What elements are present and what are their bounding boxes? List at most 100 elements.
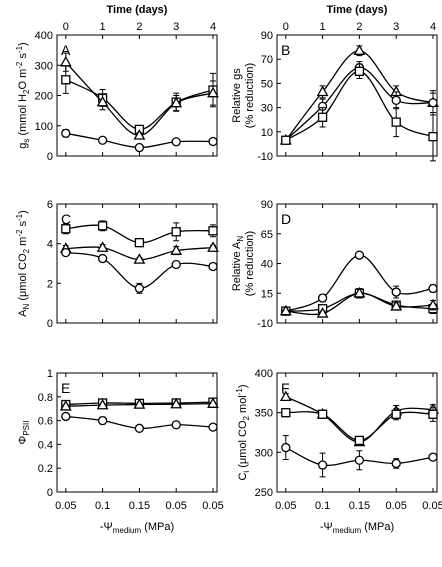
panel-a-point-triangle [207, 86, 219, 98]
panel-c-point-square [97, 221, 108, 231]
panel-c-point-triangle [133, 253, 146, 264]
panel-e-point-circle [61, 411, 71, 422]
panel-f-frame [276, 372, 438, 493]
panel-f-ytick-label: 350 [255, 408, 273, 420]
panel-c-point-square [171, 227, 181, 237]
panel-b-ytick-label: 70 [261, 54, 273, 66]
panel-e-ytick-label: 0.6 [38, 416, 53, 428]
panel-f-ytick-label: 400 [255, 368, 273, 380]
panel-f-xtick-bottom-label: 0.1 [315, 500, 330, 512]
panel-c-point-square [208, 226, 218, 236]
panel-d-point-circle [354, 250, 365, 260]
panel-d-ytick-label: 90 [261, 199, 273, 211]
panel-c-point-square [134, 238, 145, 248]
panel-a-point-circle [208, 136, 218, 147]
panel-e-ytick-label: 0 [47, 487, 53, 499]
panel-c-frame [56, 203, 218, 324]
panel-f-ylabel: Ci (μmol CO2 mol-1) [235, 384, 251, 480]
panel-e-frame [56, 372, 218, 493]
panel-a-xtick-top-label: 4 [210, 21, 216, 33]
panel-d-ytick-label: -10 [257, 318, 273, 330]
panel-c-ytick-label: 2 [47, 278, 53, 290]
panel-d-point-circle [317, 293, 328, 303]
panel-f-series-square [281, 406, 438, 446]
panel-b: B -10 10 30 50 70 90 0 1 2 3 4 Time (days) Relative g… [231, 4, 439, 163]
panel-b-ytick-label: -10 [257, 151, 273, 163]
panel-a: A 0 100 200 300 400 0 1 2 3 4 Time (days) gs (mmol H… [15, 4, 219, 163]
panel-e-point-circle [171, 420, 181, 430]
panel-e-xtick-bottom-label: 0.15 [129, 500, 150, 512]
panel-b-point-square [391, 117, 401, 127]
panel-c-ytick-label: 0 [47, 318, 53, 330]
panel-d-ytick-label: 65 [261, 229, 273, 241]
panel-a-point-triangle [170, 96, 183, 108]
panel-e-xlabel-bottom: -Ψmedium (MPa) [100, 521, 174, 535]
panel-e-xtick-bottom-label: 0.05 [165, 500, 186, 512]
panel-b-point-square [281, 135, 291, 145]
panel-d-point-triangle [390, 300, 403, 311]
panel-a-ytick-label: 0 [47, 151, 53, 163]
panel-e-point-triangle [96, 398, 109, 410]
panel-b-point-triangle [353, 44, 366, 55]
panel-a-letter: A [61, 42, 71, 58]
panel-d-point-circle [428, 283, 438, 294]
panel-b-xtick-top-label: 1 [320, 21, 326, 33]
panel-a-point-triangle [133, 129, 146, 140]
panel-f-series-circle [281, 435, 438, 478]
panel-b-point-square [317, 112, 328, 122]
panel-c-series-circle [61, 247, 218, 294]
panel-e-xtick-bottom-label: 0.1 [95, 500, 110, 512]
panel-f-letter: F [281, 380, 290, 396]
panel-b-xlabel-top: Time (days) [327, 4, 388, 16]
panel-b-series-line [285, 70, 434, 141]
panel-d-ylabel-line1: Relative AN [231, 236, 245, 292]
panel-a-xtick-top-label: 0 [63, 21, 69, 33]
panel-d-ytick-label: 40 [261, 259, 273, 271]
panel-a-ytick-label: 400 [35, 30, 53, 42]
panel-b-ytick-label: 90 [261, 30, 273, 42]
panel-c-point-circle [97, 253, 108, 264]
panel-b-xtick-top-label: 3 [393, 21, 399, 33]
panel-e-point-triangle [133, 398, 146, 409]
panel-e-point-triangle [59, 399, 72, 411]
panel-b-point-triangle [316, 85, 329, 97]
panel-a-xtick-top-label: 3 [173, 21, 179, 33]
panel-a-point-square [61, 75, 71, 85]
panel-f-point-square [428, 409, 438, 419]
panel-b-series-triangle [279, 44, 439, 145]
panel-c-point-triangle [170, 244, 183, 255]
panel-f-point-square [391, 409, 401, 419]
panel-e-point-triangle [207, 397, 219, 408]
panel-e-ytick-label: 0.2 [38, 463, 53, 475]
panel-b-ytick-label: 50 [261, 78, 273, 90]
panel-a-point-circle [171, 137, 181, 147]
panel-e-ytick-label: 0.4 [38, 439, 53, 451]
panel-f-series-line [285, 396, 434, 443]
panel-c-point-triangle [207, 241, 219, 252]
panel-c-point-circle [171, 259, 181, 270]
panel-e-point-circle [97, 415, 108, 426]
panel-e-xtick-bottom-label: 0.05 [202, 500, 223, 512]
panel-f-point-triangle [279, 390, 292, 402]
panel-e-ytick-label: 0.8 [38, 392, 53, 404]
panel-d-point-triangle [353, 286, 366, 298]
panel-e-ylabel: ΦPSII [17, 421, 31, 445]
panel-a-point-triangle [96, 95, 109, 107]
panel-f-xtick-bottom-label: 0.05 [422, 500, 442, 512]
panel-d-ylabel-line2: (% reduction) [244, 231, 256, 296]
panel-b-ylabel-line2: (% reduction) [244, 63, 256, 128]
panel-d-point-triangle [427, 298, 439, 310]
panel-f: F 250 300 350 400 0.05 0.1 0.15 0.05 0.05 -Ψmedium… [235, 368, 442, 535]
panel-b-xtick-top-label: 4 [430, 21, 436, 33]
panel-a-series-triangle [59, 52, 219, 140]
panel-f-xtick-bottom-label: 0.05 [385, 500, 406, 512]
panel-f-xlabel-bottom: -Ψmedium (MPa) [320, 521, 394, 535]
panel-f-point-circle [281, 442, 291, 453]
panel-d-series-circle [281, 250, 438, 316]
panel-f-point-circle [354, 455, 365, 465]
panel-c-ylabel: AN (μmol CO2 m-2 s-1) [15, 210, 31, 317]
panel-c-point-circle [208, 261, 218, 272]
panel-f-xtick-bottom-label: 0.15 [349, 500, 370, 512]
panel-a-point-triangle [59, 55, 72, 67]
